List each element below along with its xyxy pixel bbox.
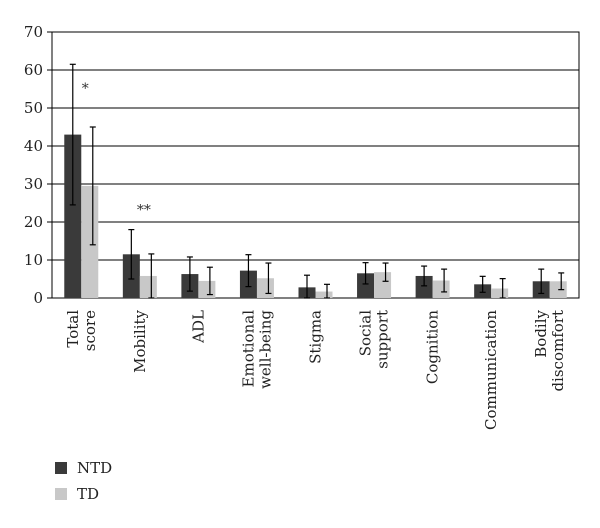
category-label: well-being [256, 310, 274, 389]
bar-td [256, 278, 274, 298]
bar-td [198, 280, 216, 298]
y-tick-label: 30 [24, 175, 43, 193]
y-tick-label: 20 [24, 213, 43, 231]
y-tick-label: 40 [24, 137, 43, 155]
y-tick-label: 50 [24, 99, 43, 117]
bar-td [491, 288, 509, 298]
y-tick-label: 70 [24, 23, 43, 41]
legend-swatch-ntd [55, 462, 67, 474]
y-tick-label: 0 [33, 289, 43, 307]
y-tick-label: 60 [24, 61, 43, 79]
legend-label: TD [77, 485, 99, 503]
legend-swatch-td [55, 488, 67, 500]
category-label: Cognition [424, 310, 442, 384]
category-label: discomfort [549, 310, 567, 392]
category-label: Stigma [307, 310, 325, 364]
legend-label: NTD [77, 459, 112, 477]
category-label: Communication [482, 310, 500, 430]
bar-td [139, 275, 157, 298]
category-label: Mobility [131, 309, 149, 372]
significance-marker: * [82, 81, 89, 97]
bar-ntd [415, 275, 433, 298]
category-label: Social [357, 310, 375, 356]
category-label: Bodily [532, 309, 550, 357]
bar-ntd [357, 273, 375, 298]
bar-td [374, 272, 392, 298]
significance-marker: ** [137, 202, 151, 218]
category-label: Total [64, 310, 82, 348]
bar-td [432, 280, 450, 298]
category-label: Emotional [239, 310, 257, 388]
bar-td [81, 185, 99, 298]
y-tick-label: 10 [24, 251, 43, 269]
category-label: support [374, 310, 392, 369]
category-label: score [81, 310, 99, 351]
bar-td [315, 291, 333, 298]
category-label: ADL [189, 310, 207, 344]
bar-ntd [64, 134, 82, 298]
